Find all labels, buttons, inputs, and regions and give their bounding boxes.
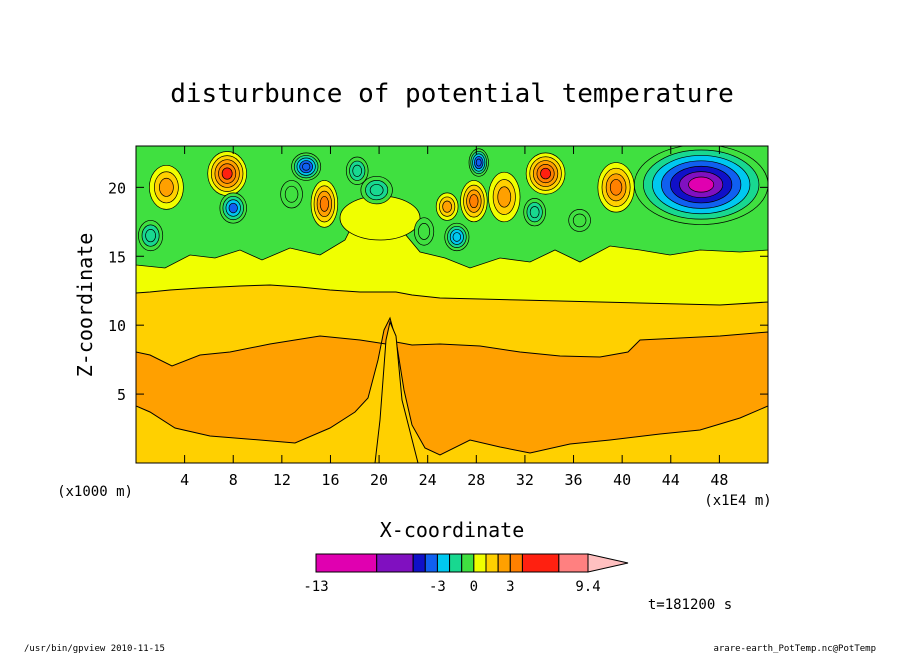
contour-ring <box>352 164 363 177</box>
contour-ring <box>688 176 715 193</box>
colorbar-bin <box>473 553 487 573</box>
x-tick-label: 40 <box>613 471 631 489</box>
y-axis: 5 10 15 20 <box>108 179 768 404</box>
contour-ring <box>475 158 482 167</box>
colorbar-label: 0 <box>470 579 478 595</box>
y-unit-label: (x1000 m) <box>57 484 133 500</box>
contour-ring <box>452 232 462 242</box>
contour-ring <box>529 206 540 219</box>
y-axis-label: Z-coordinate <box>73 233 97 378</box>
x-tick-label: 12 <box>273 471 291 489</box>
chart-title: disturbunce of potential temperature <box>170 79 734 109</box>
colorbar-label: 3 <box>506 579 514 595</box>
contour-ring <box>159 177 174 197</box>
contour-ring <box>284 185 299 203</box>
colorbar-bin <box>436 553 451 573</box>
colorbar-bin <box>558 553 589 573</box>
plot-frame <box>135 145 769 464</box>
colorbar-bin <box>461 553 475 573</box>
colorbar-bin <box>449 553 463 573</box>
contour-ring <box>469 194 479 209</box>
band-warm-layer <box>136 316 768 456</box>
x-tick-label: 44 <box>662 471 680 489</box>
time-label: t=181200 s <box>648 597 732 613</box>
contour-ring <box>319 196 329 212</box>
colorbar-bin <box>376 553 414 573</box>
x-tick-label: 36 <box>565 471 583 489</box>
footer-left: /usr/bin/gpview 2010-11-15 <box>24 644 165 654</box>
x-tick-label: 48 <box>710 471 728 489</box>
band-lower-yellow <box>374 320 419 463</box>
x-tick-label: 24 <box>419 471 437 489</box>
x-tick-label: 20 <box>370 471 388 489</box>
y-tick-label: 20 <box>108 179 126 197</box>
x-axis: 4 8 12 16 20 24 28 32 36 40 44 48 <box>180 146 728 489</box>
x-unit-label: (x1E4 m) <box>704 493 771 509</box>
contour-ring <box>221 167 233 180</box>
contour-ring <box>497 186 512 208</box>
colorbar-bin <box>521 553 560 573</box>
x-tick-label: 32 <box>516 471 534 489</box>
contour-ring <box>228 202 238 214</box>
colorbar: -13 -3 0 3 9.4 <box>303 553 629 595</box>
x-tick-label: 16 <box>321 471 339 489</box>
footer-right: arare-earth_PotTemp.nc@PotTemp <box>713 644 876 654</box>
colorbar-bin <box>497 553 511 573</box>
contour-blobs <box>138 146 768 252</box>
y-tick-label: 10 <box>108 317 126 335</box>
colorbar-extend <box>587 553 629 573</box>
plot-area <box>136 146 768 463</box>
contour-ring <box>418 223 431 240</box>
y-tick-label: 15 <box>108 248 126 266</box>
x-axis-label: X-coordinate <box>380 518 525 542</box>
colorbar-bin <box>412 553 426 573</box>
colorbar-bin <box>424 553 438 573</box>
contour-ring <box>609 179 623 196</box>
x-tick-label: 4 <box>180 471 189 489</box>
contour-ring <box>572 213 587 228</box>
colorbar-label: 9.4 <box>575 579 600 595</box>
colorbar-label: -13 <box>303 579 328 595</box>
contour-ring <box>442 200 452 213</box>
colorbar-bin <box>485 553 499 573</box>
x-tick-label: 28 <box>467 471 485 489</box>
colorbar-bin <box>509 553 523 573</box>
colorbar-bin <box>315 553 378 573</box>
contour-ring <box>302 162 311 171</box>
contour-ring <box>540 167 551 180</box>
y-tick-label: 5 <box>117 386 126 404</box>
contour-ring <box>145 228 156 243</box>
contour-ring <box>369 184 384 197</box>
colorbar-label: -3 <box>429 579 446 595</box>
x-tick-label: 8 <box>229 471 238 489</box>
